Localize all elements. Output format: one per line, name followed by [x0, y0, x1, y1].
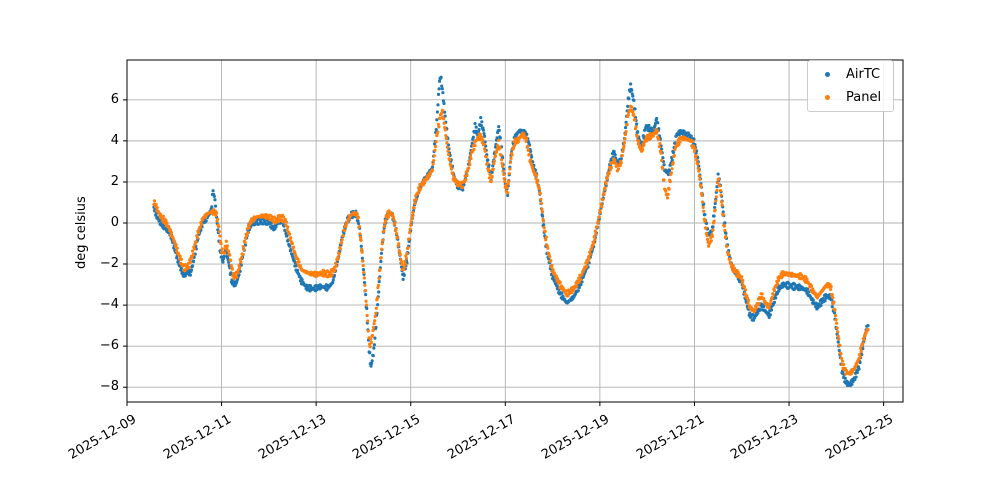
legend-item-panel: Panel [808, 86, 893, 109]
panel-marker-icon [808, 95, 846, 100]
y-tick-label: −6 [99, 338, 119, 354]
legend-label-airtc: AirTC [846, 67, 881, 82]
y-tick-label: 2 [110, 173, 119, 189]
y-tick-label: −2 [99, 256, 119, 272]
airtc-dot-icon [824, 72, 830, 77]
panel-dot-icon [824, 95, 830, 100]
legend-label-panel: Panel [846, 90, 882, 105]
legend-item-airtc: AirTC [808, 63, 893, 86]
y-tick-label: 0 [110, 214, 119, 230]
y-tick-label: −8 [99, 379, 119, 395]
y-tick-label: 4 [110, 132, 119, 148]
airtc-marker-icon [808, 72, 846, 77]
legend: AirTC Panel [807, 60, 894, 112]
y-tick-label: 6 [110, 91, 119, 107]
y-tick-label: −4 [99, 297, 119, 313]
